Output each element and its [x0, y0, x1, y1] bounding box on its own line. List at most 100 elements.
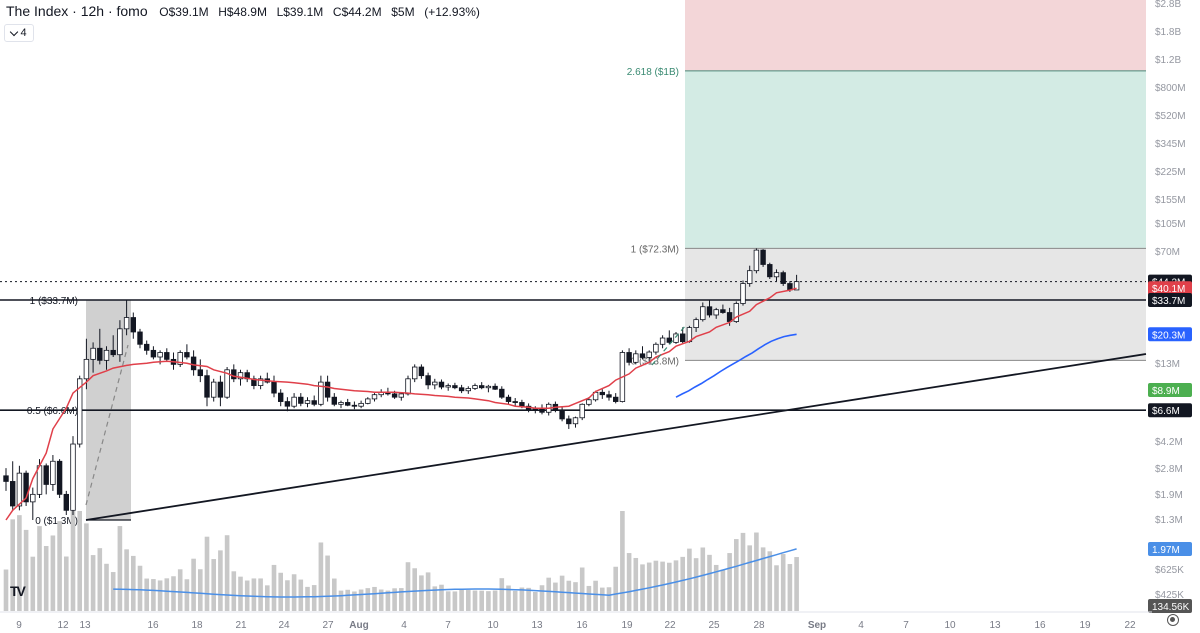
candle-body: [117, 328, 123, 356]
volume-bar: [365, 588, 371, 611]
candle: [110, 335, 116, 357]
candle-body: [190, 356, 197, 371]
candle-body: [599, 391, 605, 396]
volume-bar: [17, 515, 22, 611]
candle: [512, 398, 518, 407]
candle: [472, 383, 478, 390]
time-tick-label: 9: [16, 620, 22, 631]
candle-body: [733, 303, 739, 322]
volume-bar: [10, 519, 15, 611]
candle-body: [43, 465, 49, 485]
volume-bar: [372, 586, 377, 611]
candle-body: [767, 264, 773, 278]
candle: [753, 248, 760, 274]
candle: [90, 342, 96, 373]
candle-body: [103, 349, 110, 361]
candle: [572, 416, 579, 428]
volume-bar: [211, 559, 216, 611]
volume-bar: [177, 569, 183, 611]
candle-body: [351, 404, 358, 407]
candle: [284, 397, 291, 412]
candle-body: [331, 396, 337, 405]
candle: [56, 459, 63, 499]
candle: [793, 274, 800, 291]
candle-body: [626, 352, 632, 363]
rising-trendline: [85, 353, 1147, 521]
candle: [398, 392, 404, 401]
symbol-title[interactable]: The Index · 12h · fomo: [6, 3, 148, 19]
price-label-text: $6.6M: [1152, 406, 1180, 417]
time-tick-label: 12: [57, 620, 69, 631]
candle: [150, 346, 157, 360]
candle: [659, 335, 666, 349]
time-tick-label: 10: [944, 620, 956, 631]
volume-bar: [399, 588, 404, 611]
candle: [271, 375, 277, 398]
volume-ma-line: [113, 548, 797, 598]
candle: [130, 312, 136, 339]
fib-label-left: 0.5 ($6.6M): [27, 406, 78, 417]
candle-body: [693, 319, 699, 329]
candle-body: [110, 349, 116, 356]
volume-bar: [338, 590, 344, 611]
candle: [123, 300, 130, 336]
candle: [164, 348, 170, 362]
candle: [324, 375, 331, 402]
candle-body: [753, 249, 760, 272]
volume-bar: [358, 589, 364, 611]
candle: [365, 397, 371, 405]
volume-bar: [713, 564, 719, 611]
candle-body: [338, 402, 344, 405]
indicators-toggle-button[interactable]: 4: [4, 24, 34, 42]
volume-bar: [492, 590, 498, 611]
candle-body: [438, 381, 445, 388]
volume-bar: [378, 589, 384, 611]
volume-bar: [419, 575, 424, 611]
candle: [626, 348, 632, 366]
time-tick-label: Aug: [349, 620, 368, 631]
volume-bar: [97, 548, 103, 611]
time-tick-label: 7: [903, 620, 909, 631]
candle-body: [512, 401, 518, 403]
candle-body: [639, 353, 646, 358]
candle: [599, 389, 605, 399]
candle: [344, 398, 351, 407]
candle-body: [157, 352, 163, 358]
candle: [646, 350, 652, 364]
candle-body: [646, 351, 652, 358]
price-tick-label: $2.8B: [1155, 0, 1181, 10]
volume-bar: [760, 547, 766, 611]
volume-bar: [345, 589, 350, 611]
volume-bar: [3, 569, 9, 611]
price-tick-label: $155M: [1155, 195, 1186, 206]
volume-bar: [606, 587, 612, 611]
candle: [137, 328, 143, 349]
candle-body: [130, 317, 136, 333]
volume-bar: [258, 578, 263, 611]
price-label-text: $20.3M: [1152, 330, 1185, 341]
volume-bar: [137, 565, 143, 611]
low-value: L$39.1M: [276, 5, 324, 19]
candle-body: [344, 402, 351, 406]
close-value: C$44.2M: [332, 5, 382, 19]
candle: [184, 344, 190, 360]
volume-bar: [794, 557, 799, 611]
candle: [499, 386, 505, 399]
volume-bar: [707, 554, 712, 611]
candle-body: [706, 306, 713, 316]
gear-icon[interactable]: [1167, 614, 1179, 626]
time-tick-label: 25: [708, 620, 720, 631]
candle: [579, 403, 585, 421]
fib-label-right: 2.618 ($1B): [627, 67, 679, 78]
time-tick-label: 4: [401, 620, 407, 631]
candle: [492, 383, 498, 390]
candle: [63, 490, 69, 515]
candle: [425, 372, 431, 390]
price-tick-label: $2.8M: [1155, 464, 1183, 475]
volume-bar: [439, 584, 444, 611]
candle-body: [30, 493, 36, 503]
volume-bar: [332, 578, 337, 611]
candle: [418, 364, 425, 379]
volume-bar: [780, 554, 786, 611]
